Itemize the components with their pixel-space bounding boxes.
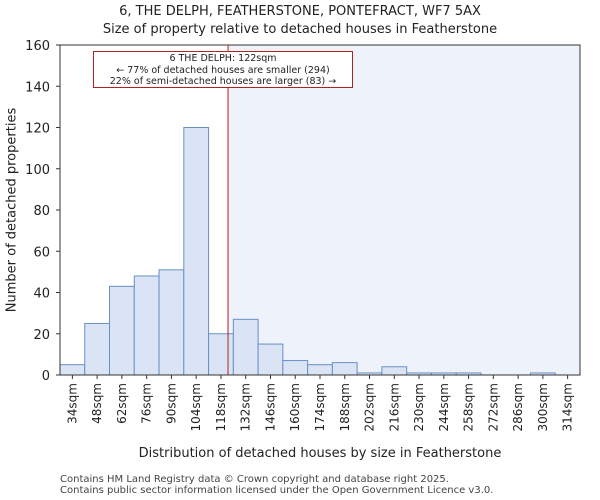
histogram-bar [133,275,160,376]
y-axis-label: Number of detached properties [4,107,20,313]
y-tick-label: 20 [33,328,50,343]
y-tick-label: 40 [33,287,50,302]
x-tick-label: 160sqm [288,383,302,431]
x-tick-label: 314sqm [561,383,575,431]
histogram-bar [84,322,111,376]
x-tick-label: 244sqm [437,383,451,431]
histogram-bar [232,318,259,376]
x-tick-label: 202sqm [363,383,377,431]
x-tick-label: 188sqm [338,383,352,431]
x-tick-label: 48sqm [90,383,104,424]
x-tick-label: 300sqm [536,383,550,431]
footer-licence: Contains public sector information licen… [60,485,494,496]
x-tick-label: 146sqm [263,383,277,431]
larger-region-shade [228,45,580,375]
x-tick-label: 216sqm [387,383,401,431]
histogram-bar [183,127,210,376]
property-annotation: 6 THE DELPH: 122sqm ← 77% of detached ho… [93,51,353,88]
x-tick-label: 76sqm [140,383,154,424]
y-tick-label: 60 [33,245,50,260]
x-tick-label: 90sqm [164,383,178,424]
histogram-bar [109,285,135,376]
x-tick-label: 34sqm [65,383,79,424]
annotation-line-3: 22% of semi-detached houses are larger (… [109,76,337,87]
histogram-bar [282,360,309,376]
x-tick-label: 174sqm [313,383,327,431]
x-tick-label: 272sqm [486,383,500,431]
footer-copyright: Contains HM Land Registry data © Crown c… [60,474,449,485]
histogram-bar [331,362,358,376]
y-tick-label: 160 [25,39,50,54]
y-tick-label: 0 [42,369,50,384]
x-tick-label: 258sqm [462,383,476,431]
chart-subtitle: Size of property relative to detached ho… [102,22,498,37]
x-tick-label: 118sqm [214,383,228,431]
y-tick-label: 140 [25,80,50,95]
histogram-bar [158,269,185,376]
chart-title: 6, THE DELPH, FEATHERSTONE, PONTEFRACT, … [119,4,481,19]
histogram-bar [59,364,86,376]
y-tick-label: 120 [25,122,50,137]
x-tick-label: 62sqm [115,383,129,424]
histogram-bar [307,364,333,376]
histogram-bar [257,343,284,376]
y-tick-label: 80 [33,204,50,219]
x-tick-label: 104sqm [189,383,203,431]
x-tick-label: 132sqm [239,383,253,431]
x-tick-label: 286sqm [511,383,525,431]
y-tick-label: 100 [25,163,50,178]
x-axis-label: Distribution of detached houses by size … [138,446,502,461]
histogram-bar [208,333,234,376]
annotation-line-2: ← 77% of detached houses are smaller (29… [116,64,330,76]
x-tick-label: 230sqm [412,383,426,431]
histogram-bar [381,366,408,376]
annotation-line-1: 6 THE DELPH: 122sqm [169,53,277,64]
